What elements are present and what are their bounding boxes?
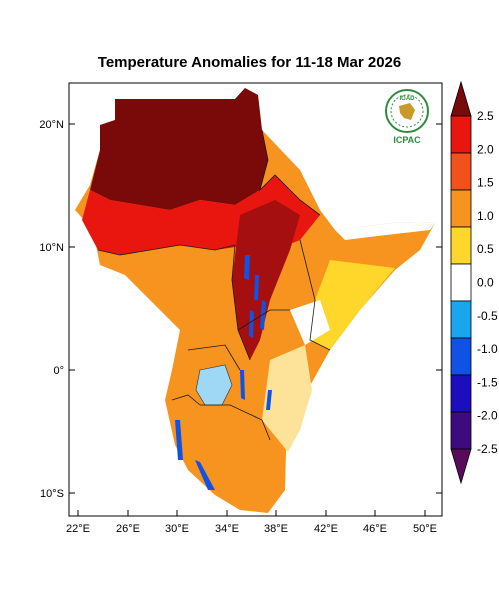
- colorbar-label: 1.0: [477, 209, 494, 223]
- lon-tick-label: 30°E: [165, 523, 189, 535]
- lat-tick-label: 10°S: [40, 488, 64, 500]
- colorbar-label: 0.0: [477, 276, 494, 290]
- lon-tick-label: 42°E: [314, 523, 338, 535]
- country-borders: [97, 129, 331, 441]
- colorbar-label: 2.0: [477, 142, 494, 156]
- igad-icpac-logo: IGAD ICPAC: [385, 89, 429, 145]
- logo-bottom-text: ICPAC: [393, 135, 421, 145]
- border-kenya-ethiopia: [237, 309, 290, 331]
- colorbar-swatch: [450, 411, 472, 450]
- lon-tick-label: 26°E: [116, 523, 140, 535]
- colorbar-label: -2.0: [477, 409, 498, 423]
- colorbar-swatch: [450, 263, 472, 302]
- highland-anomaly-darkred: [232, 200, 300, 360]
- lon-tick-label: 38°E: [264, 523, 288, 535]
- colorbar-swatch: [450, 189, 472, 228]
- colorbar-swatch: [450, 300, 472, 339]
- colorbar-label: 0.5: [477, 242, 494, 256]
- north-anomaly-darkred: [90, 88, 268, 210]
- gulf-of-aden-gap: [335, 222, 435, 240]
- colorbar-top-triangle: [450, 80, 472, 117]
- colorbar-bottom-triangle: [450, 448, 472, 485]
- logo-africa-shape: [399, 103, 415, 120]
- lat-axis: 20°N 10°N 0° 10°S: [39, 119, 442, 500]
- border-kenya-tanzania: [200, 404, 271, 441]
- anomaly-map: [75, 88, 435, 513]
- colorbar-swatch: [450, 152, 472, 191]
- colorbar: 2.5 2.0 1.5 1.0 0.5 0.0 -0.5 -1.0 -1.5 -2.0 -2.5: [450, 80, 498, 485]
- coast-anomaly-yellow: [262, 345, 312, 452]
- lon-tick-label: 50°E: [413, 523, 437, 535]
- border-rwanda-burundi: [171, 394, 201, 406]
- colorbar-label: 1.5: [477, 176, 494, 190]
- colorbar-swatch: [450, 115, 472, 154]
- lat-tick-label: 20°N: [39, 119, 64, 131]
- lon-axis: 22°E 26°E 30°E 34°E 38°E 42°E 46°E 50°E: [66, 510, 437, 535]
- lon-tick-label: 34°E: [215, 523, 239, 535]
- colorbar-label: -0.5: [477, 309, 498, 323]
- lon-tick-label: 46°E: [363, 523, 387, 535]
- lat-tick-label: 0°: [53, 365, 64, 377]
- east-anomaly-yellow: [310, 260, 395, 350]
- logo-top-text: IGAD: [400, 96, 416, 102]
- colorbar-label: 2.5: [477, 109, 494, 123]
- border-ethiopia-somalia: [299, 239, 331, 351]
- colorbar-label: -1.0: [477, 342, 498, 356]
- border-south-sudan-east: [231, 244, 251, 361]
- border-south-sudan-north: [97, 244, 236, 256]
- border-uganda-south-sudan: [187, 344, 241, 371]
- lon-tick-label: 22°E: [66, 523, 90, 535]
- lat-tick-label: 10°N: [39, 242, 64, 254]
- logo-wreath: [390, 94, 424, 128]
- colorbar-label: -2.5: [477, 442, 498, 456]
- map-title: Temperature Anomalies for 11-18 Mar 2026: [97, 54, 402, 71]
- colorbar-swatch: [450, 374, 472, 413]
- colorbar-label: -1.5: [477, 375, 498, 389]
- colorbar-swatch: [450, 226, 472, 265]
- neutral-anomaly-patch: [290, 300, 330, 345]
- colorbar-swatch: [450, 337, 472, 376]
- border-sudan-eritrea: [259, 129, 321, 216]
